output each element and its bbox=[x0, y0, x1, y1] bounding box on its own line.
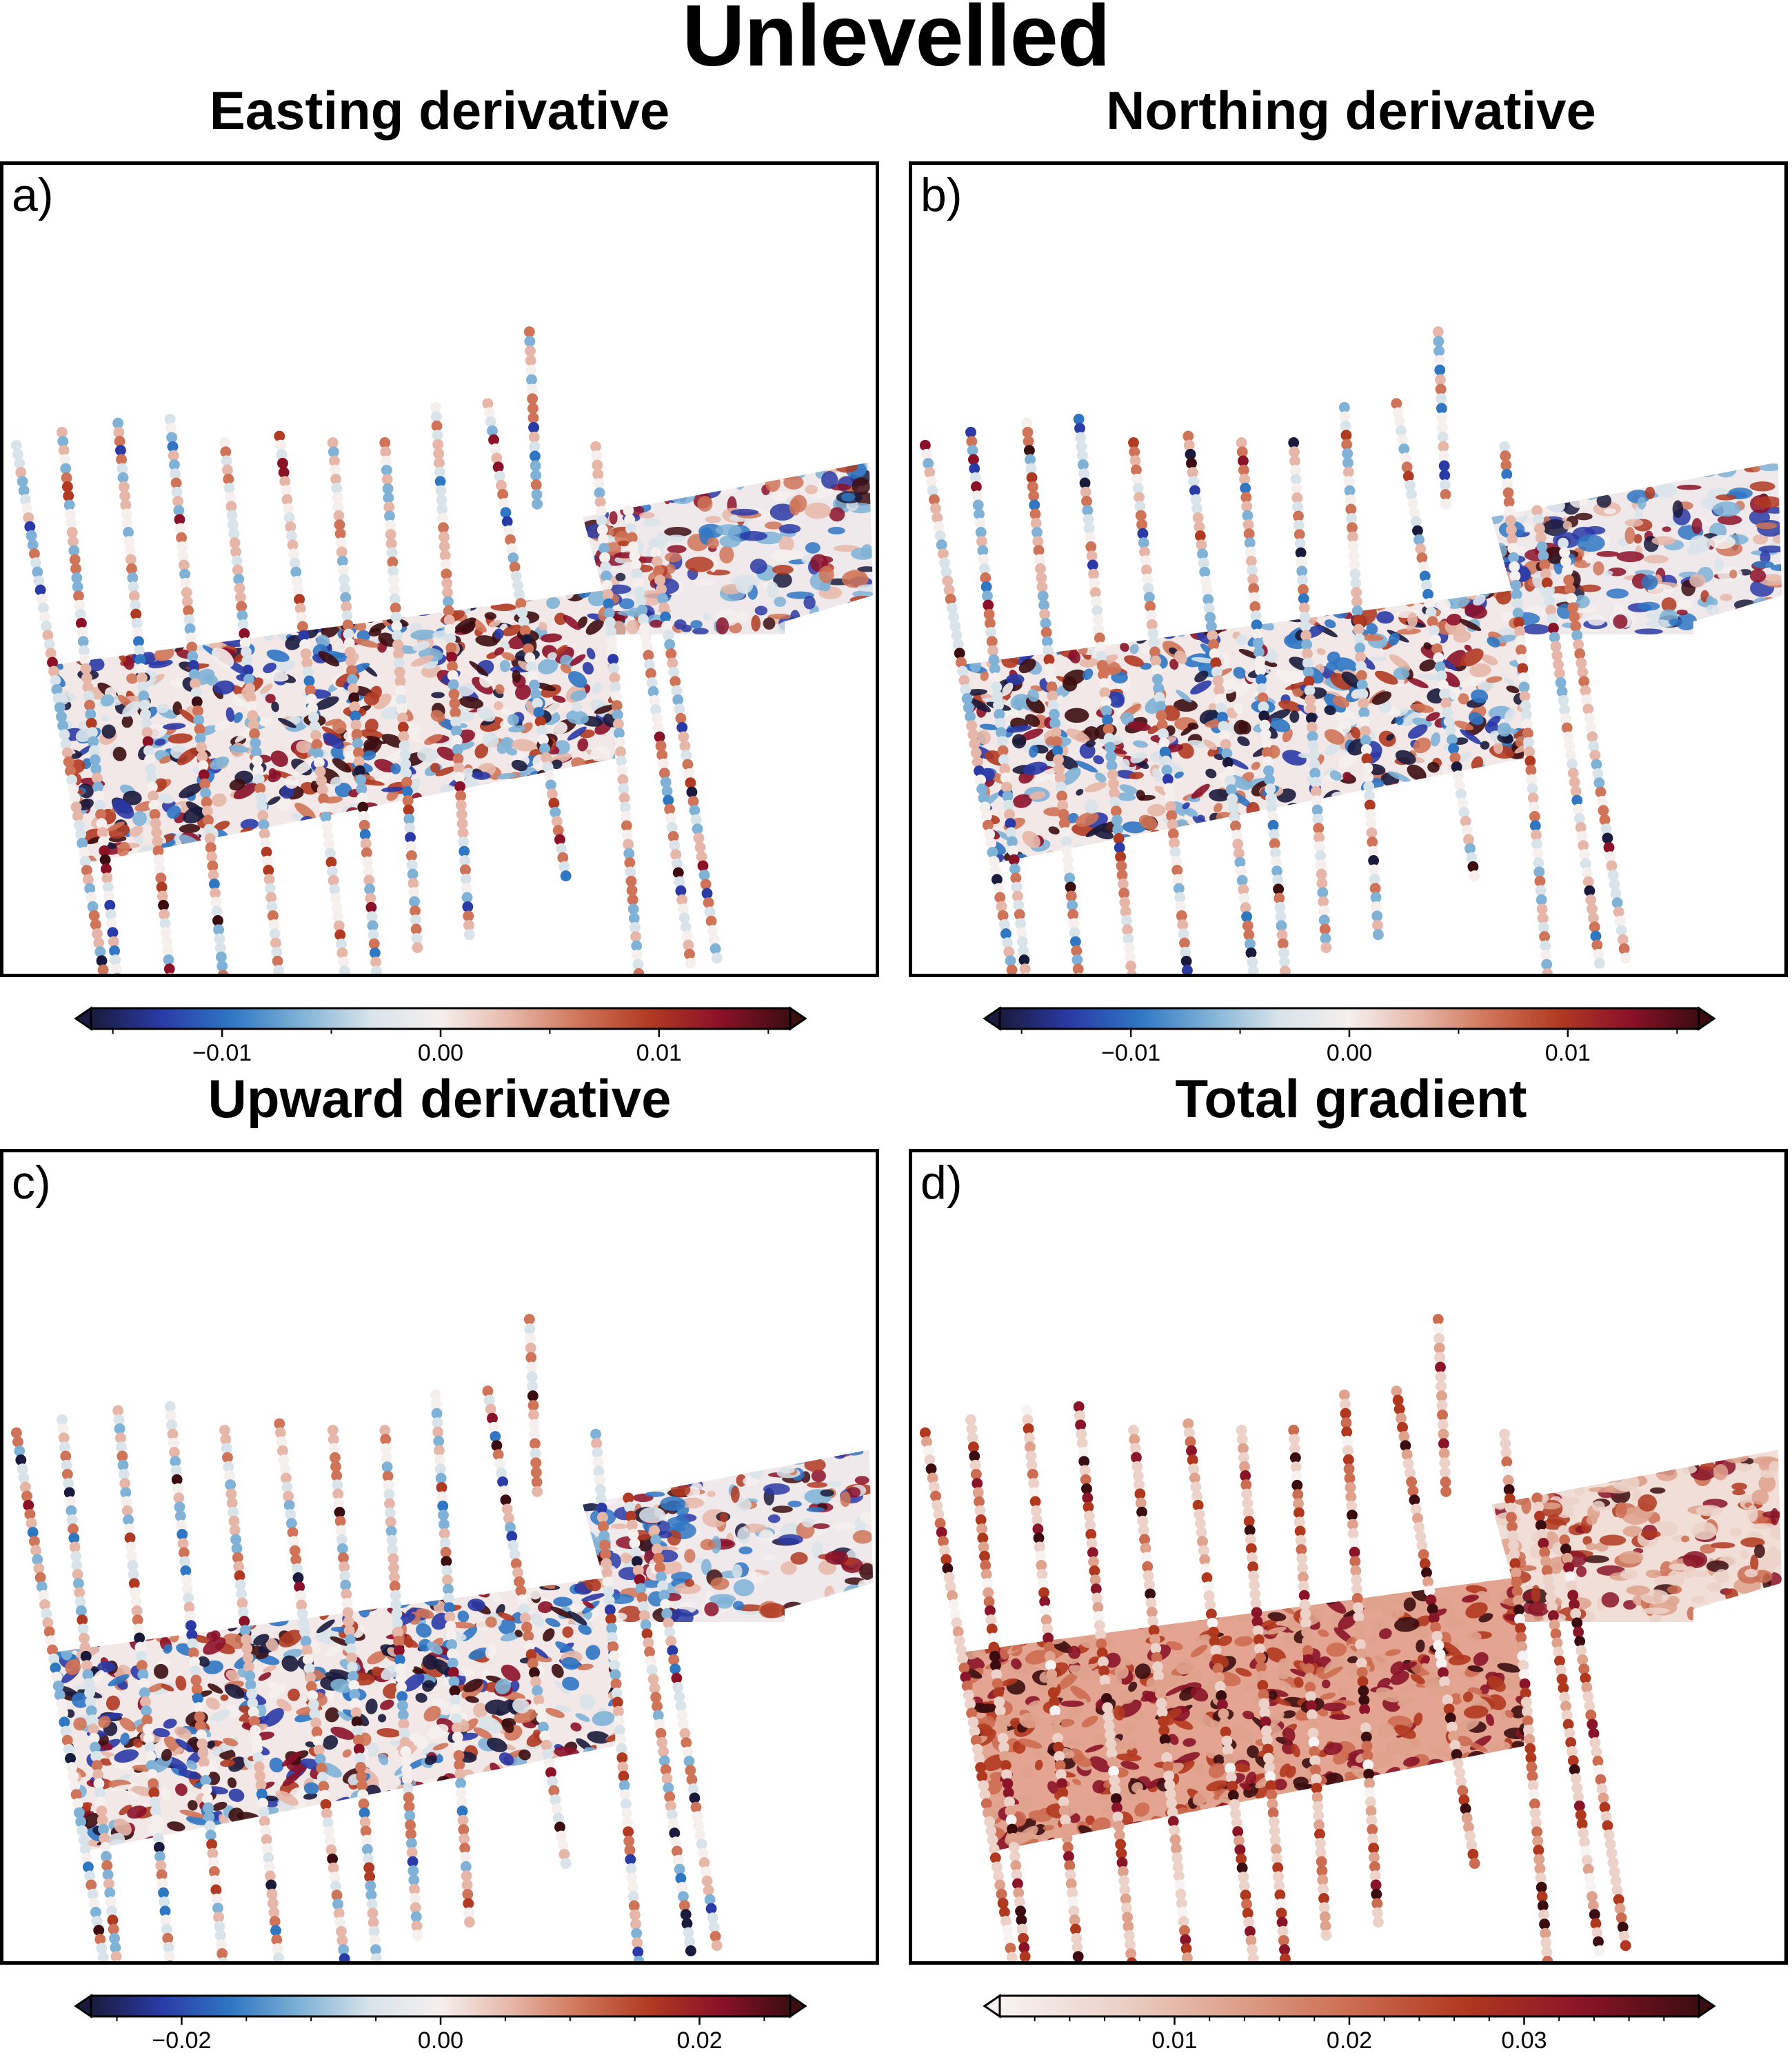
colorbar-tick-label: 0.02 bbox=[676, 2027, 722, 2054]
colorbar-tick-label: 0.00 bbox=[1327, 1040, 1372, 1066]
panel-b-map: b) bbox=[909, 161, 1788, 977]
colorbar-tick-label: 0.00 bbox=[418, 1040, 463, 1066]
panel-d-map: d) bbox=[909, 1149, 1788, 1965]
panel-a-map: a) bbox=[0, 161, 879, 977]
panel-b-heatmap bbox=[912, 165, 1784, 974]
colorbar-gradient bbox=[1000, 1996, 1699, 2016]
colorbar-gradient bbox=[91, 1996, 790, 2016]
colorbar-tick-label: 0.01 bbox=[1151, 2027, 1197, 2054]
panel-a-label: a) bbox=[12, 168, 53, 223]
colorbar-extend-low bbox=[76, 1996, 91, 2016]
colorbar-extend-low bbox=[76, 1008, 91, 1029]
panel-d-label: d) bbox=[920, 1155, 962, 1210]
colorbar-extend-high bbox=[790, 1996, 805, 2016]
panel-a-heatmap bbox=[3, 165, 876, 974]
colorbar-tick-label: 0.01 bbox=[1545, 1040, 1591, 1066]
panel-b-label: b) bbox=[920, 168, 962, 223]
colorbar-tick-label: 0.01 bbox=[636, 1040, 682, 1066]
panel-c-label: c) bbox=[12, 1155, 51, 1210]
colorbar-gradient bbox=[1000, 1008, 1699, 1029]
colorbar-tick-label: 0.00 bbox=[418, 2027, 463, 2054]
panel-c-map: c) bbox=[0, 1149, 879, 1965]
colorbar-extend-low bbox=[985, 1008, 1000, 1029]
figure-title: Unlevelled bbox=[0, 0, 1792, 84]
colorbar-tick-label: −0.01 bbox=[192, 1040, 252, 1066]
colorbar-extend-high bbox=[790, 1008, 805, 1029]
panel-c-colorbar: −0.02 0.00 0.02 bbox=[74, 1993, 807, 2061]
colorbar-tick-label: 0.02 bbox=[1327, 2027, 1372, 2054]
panel-a-title: Easting derivative bbox=[0, 79, 879, 141]
panel-c-title: Upward derivative bbox=[0, 1068, 879, 1130]
panel-d-title: Total gradient bbox=[910, 1068, 1792, 1130]
panel-c-heatmap bbox=[3, 1152, 876, 1961]
panel-d-heatmap bbox=[912, 1152, 1784, 1961]
colorbar-extend-low bbox=[985, 1996, 1000, 2016]
colorbar-gradient bbox=[91, 1008, 790, 1029]
panel-b-title: Northing derivative bbox=[910, 79, 1792, 141]
panel-d-colorbar: 0.01 0.02 0.03 bbox=[983, 1993, 1715, 2061]
colorbar-tick-label: −0.02 bbox=[152, 2027, 211, 2054]
colorbar-tick-label: 0.03 bbox=[1501, 2027, 1547, 2054]
colorbar-extend-high bbox=[1699, 1008, 1714, 1029]
colorbar-tick-label: −0.01 bbox=[1101, 1040, 1160, 1066]
colorbar-extend-high bbox=[1699, 1996, 1714, 2016]
